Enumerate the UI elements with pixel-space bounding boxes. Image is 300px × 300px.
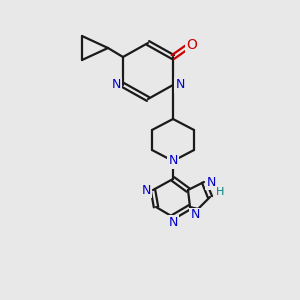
Text: H: H	[216, 187, 224, 197]
Text: N: N	[175, 79, 185, 92]
Text: N: N	[168, 215, 178, 229]
Text: N: N	[168, 154, 178, 167]
Text: N: N	[141, 184, 151, 196]
Text: N: N	[206, 176, 216, 188]
Text: N: N	[190, 208, 200, 221]
Text: O: O	[187, 38, 197, 52]
Text: N: N	[111, 79, 121, 92]
